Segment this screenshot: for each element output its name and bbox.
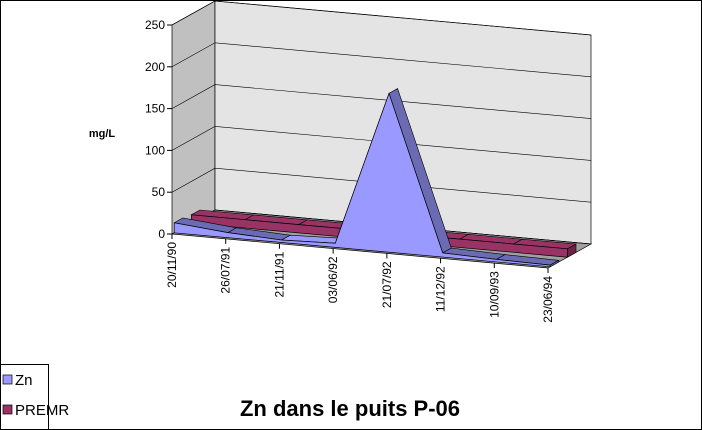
- legend-label: Zn: [15, 372, 33, 389]
- plot-area: 0 50 100 150 200 250 20/11/90 26/07/91 21/11/91 0…: [145, 0, 593, 323]
- grid-line: [171, 42, 592, 78]
- y-axis-label: mg/L: [89, 128, 116, 140]
- y-tick-label: 250: [145, 18, 165, 32]
- grid-line: [171, 84, 592, 119]
- y-tick-label: 100: [145, 143, 165, 157]
- area: [173, 92, 551, 268]
- x-tick-label: 10/09/93: [487, 271, 501, 318]
- x-tick-label: 21/07/92: [380, 261, 394, 308]
- grid-line: [171, 126, 592, 161]
- series-0: [173, 87, 560, 268]
- y-tick-label: 0: [158, 227, 165, 241]
- grid-line: [171, 167, 592, 203]
- y-tick-label: 200: [145, 60, 165, 74]
- grid-line: [171, 0, 592, 36]
- x-tick-label: 03/06/92: [326, 256, 340, 303]
- x-tick-label: 20/11/90: [165, 242, 179, 288]
- chart-title: Zn dans le puits P-06: [240, 396, 460, 421]
- left-wall: [171, 0, 216, 235]
- y-tick-label: 150: [145, 102, 165, 116]
- legend-swatch: [2, 374, 13, 385]
- legend: Zn PREMR: [2, 372, 69, 419]
- x-tick-label: 23/06/94: [541, 276, 555, 323]
- x-tick-label: 11/12/92: [434, 266, 448, 312]
- legend-label: PREMR: [15, 402, 69, 419]
- x-tick-label: 21/11/91: [272, 251, 286, 297]
- x-tick-label: 26/07/91: [219, 247, 233, 294]
- y-tick-label: 50: [152, 185, 166, 199]
- legend-swatch: [2, 404, 13, 415]
